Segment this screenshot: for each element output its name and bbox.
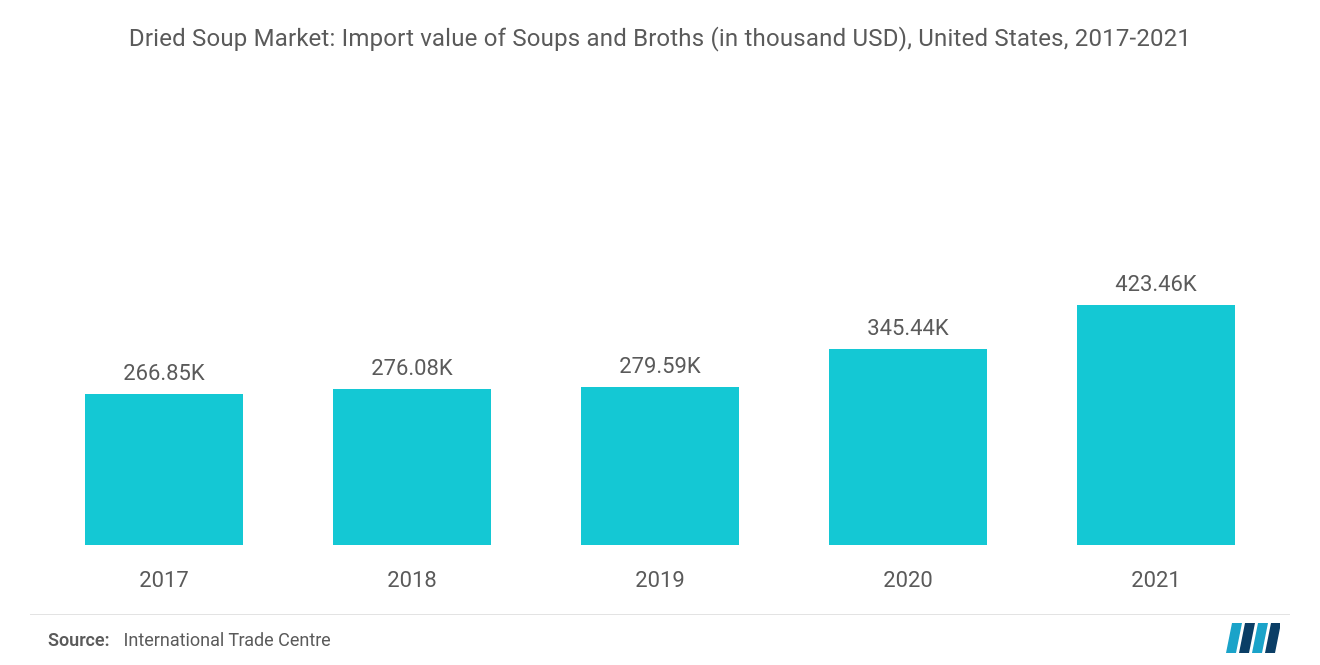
bar-column: 266.85K [40,130,288,545]
plot-area: 266.85K 276.08K 279.59K 345.44K 423.46K [40,130,1280,545]
bar-value-label: 279.59K [619,354,700,379]
bar [581,387,739,545]
bar [333,389,491,545]
brand-logo-icon [1224,621,1280,655]
x-tick-label: 2017 [40,568,288,593]
bar-value-label: 345.44K [867,316,948,341]
source-label: Source: [48,630,110,651]
bar-column: 279.59K [536,130,784,545]
source-footer: Source: International Trade Centre [48,630,331,651]
bar-column: 345.44K [784,130,1032,545]
footer-divider [30,614,1290,615]
chart-container: Dried Soup Market: Import value of Soups… [0,0,1320,665]
bar-value-label: 266.85K [123,361,204,386]
chart-title: Dried Soup Market: Import value of Soups… [0,0,1320,54]
source-text: International Trade Centre [124,630,331,651]
x-tick-label: 2018 [288,568,536,593]
bar [85,394,243,545]
x-axis: 20172018201920202021 [40,568,1280,593]
x-tick-label: 2021 [1032,568,1280,593]
bar-value-label: 423.46K [1115,272,1196,297]
bar-column: 276.08K [288,130,536,545]
bar [1077,305,1235,545]
bar-column: 423.46K [1032,130,1280,545]
bars-row: 266.85K 276.08K 279.59K 345.44K 423.46K [40,130,1280,545]
bar [829,349,987,545]
bar-value-label: 276.08K [371,356,452,381]
x-tick-label: 2020 [784,568,1032,593]
x-tick-label: 2019 [536,568,784,593]
